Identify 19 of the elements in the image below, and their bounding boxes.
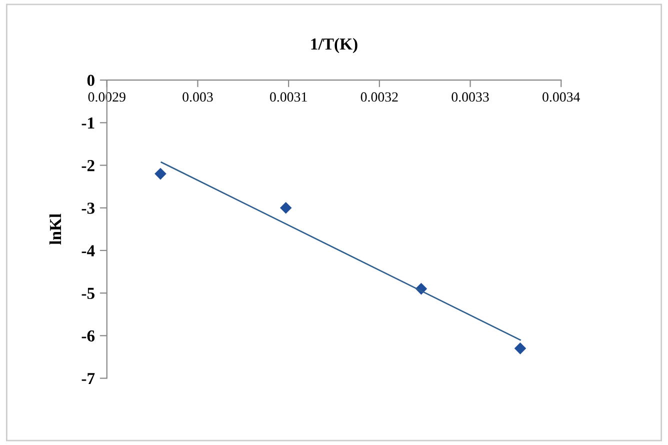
y-tick-label: -3 bbox=[82, 202, 95, 214]
point bbox=[154, 168, 166, 180]
point bbox=[280, 202, 292, 214]
y-tick-label: -4 bbox=[82, 245, 95, 256]
y-tick-label: -7 bbox=[82, 373, 95, 384]
y-tick-label: -1 bbox=[82, 117, 94, 128]
y-tick-label: -5 bbox=[82, 288, 94, 300]
y-axis-title: lnKl bbox=[49, 214, 61, 245]
point bbox=[514, 342, 526, 354]
x-tick-label: 0.0033 bbox=[452, 92, 489, 102]
y-tick-label: -6 bbox=[82, 330, 95, 342]
y-tick-label: -2 bbox=[82, 160, 94, 172]
y-tick-label: 0 bbox=[87, 74, 94, 86]
x-tick-label: 0.0034 bbox=[542, 92, 580, 102]
x-tick-label: 0.0029 bbox=[88, 92, 126, 102]
x-axis-title: 1/T(K) bbox=[311, 38, 358, 54]
x-tick-label: 0.0032 bbox=[360, 92, 398, 102]
x-tick-label: 0.0031 bbox=[270, 92, 307, 102]
x-tick-label: 0.003 bbox=[182, 92, 213, 102]
